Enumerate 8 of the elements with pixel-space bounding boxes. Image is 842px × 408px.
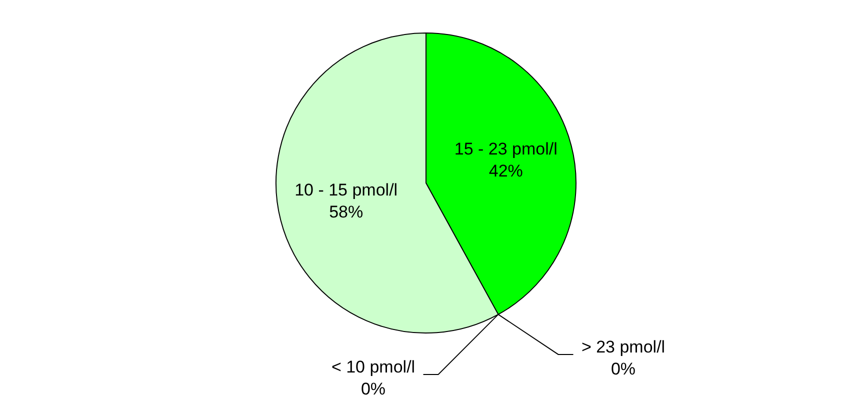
text: 0% xyxy=(360,379,386,398)
data-label: 42% xyxy=(488,161,523,180)
slice-label: 10 - 15 pmol/l xyxy=(294,180,398,200)
text: 0% xyxy=(610,359,636,378)
category-label: < 10 pmol/l xyxy=(331,357,416,376)
category-label: > 23 pmol/l xyxy=(581,337,666,356)
data-label: 58% xyxy=(329,202,364,222)
slice-label: 15 - 23 pmol/l xyxy=(454,139,558,158)
